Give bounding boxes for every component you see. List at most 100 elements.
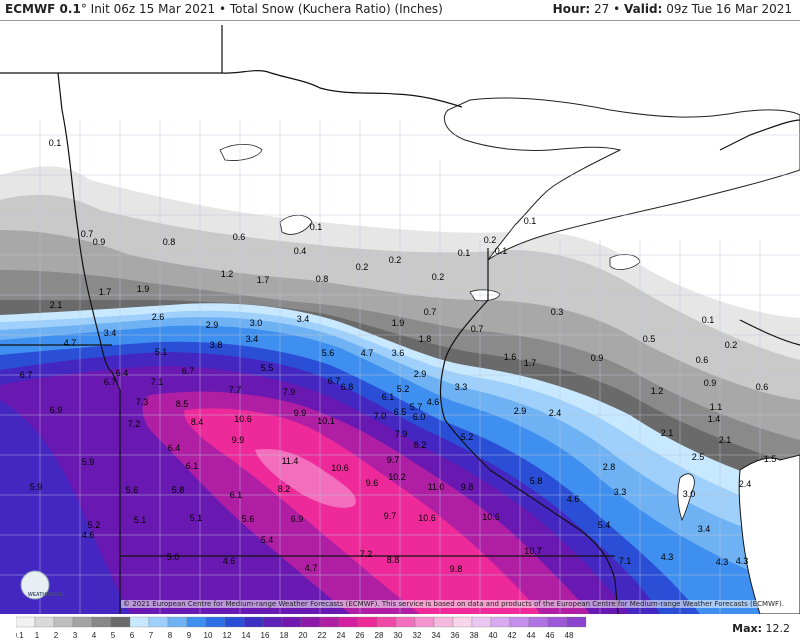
legend-tick-label: 48 (565, 631, 574, 640)
legend-swatch (433, 616, 454, 628)
snow-value-label: 5.9 (82, 457, 95, 467)
legend-swatch (528, 616, 549, 628)
snow-value-label: 6.9 (291, 514, 304, 524)
product-name: Total Snow (Kuchera Ratio) (Inches) (229, 2, 443, 16)
lake-red (219, 143, 263, 161)
legend-tick-label: 28 (375, 631, 384, 640)
legend-swatch (452, 616, 473, 628)
snow-value-label: 2.6 (152, 312, 165, 322)
snow-value-label: 5.6 (322, 348, 335, 358)
nd-mn-border (57, 72, 113, 373)
snow-value-label: 4.6 (567, 494, 580, 504)
snow-value-label: 0.1 (310, 222, 323, 232)
legend-swatch (243, 616, 264, 628)
snow-value-label: 6.7 (328, 376, 341, 386)
legend-tick-label: 12 (223, 631, 232, 640)
legend-tick-label: 18 (280, 631, 289, 640)
snow-value-label: 0.6 (696, 355, 709, 365)
legend-swatch (509, 616, 530, 628)
legend-tick-label: 26 (356, 631, 365, 640)
snow-value-label: 0.8 (163, 237, 176, 247)
snow-value-label: 6.4 (168, 443, 181, 453)
snow-value-label: 2.1 (661, 428, 674, 438)
legend-tick-label: 32 (413, 631, 422, 640)
sd-mn-border (111, 371, 121, 614)
michigan-shore (739, 319, 800, 346)
snow-value-label: 6.7 (104, 377, 117, 387)
init-time: Init 06z 15 Mar 2021 (90, 2, 216, 16)
snow-value-label: 6.1 (186, 461, 199, 471)
snow-value-label: 7.1 (151, 377, 164, 387)
legend-tick-label: 22 (318, 631, 327, 640)
legend-swatch (148, 616, 169, 628)
snow-value-label: 2.8 (603, 462, 616, 472)
snow-value-label: 8.5 (176, 399, 189, 409)
snow-value-label: 5.6 (242, 514, 255, 524)
snow-value-label: 0.9 (93, 237, 106, 247)
legend-tick-label: 7 (149, 631, 154, 640)
snow-value-label: 3.3 (455, 382, 468, 392)
valid-label: Valid: (624, 2, 663, 16)
model-name: ECMWF 0.1 (5, 2, 81, 16)
legend-bar: 0.11234567891012141618202224262830323436… (16, 616, 587, 640)
lake-michigan (738, 454, 800, 614)
legend-swatch (547, 616, 568, 628)
snow-value-label: 3.4 (297, 314, 310, 324)
snow-value-label: 0.2 (432, 272, 445, 282)
snow-value-label: 9.9 (232, 435, 245, 445)
snow-value-label: 0.9 (704, 378, 717, 388)
snow-value-label: 5.8 (530, 476, 543, 486)
snow-value-label: 8.2 (278, 484, 291, 494)
snow-value-label: 4.3 (661, 552, 674, 562)
legend-ticks: 0.11234567891012141618202224262830323436… (16, 631, 574, 640)
snow-value-label: 0.2 (725, 340, 738, 350)
snow-value-label: 0.7 (471, 324, 484, 334)
snow-value-label: 4.3 (716, 557, 729, 567)
snow-value-label: 1.2 (651, 386, 664, 396)
hour-label: Hour: (552, 2, 591, 16)
legend-swatch (110, 616, 131, 628)
snow-value-label: 9.8 (450, 564, 463, 574)
legend-tick-label: 9 (187, 631, 192, 640)
snow-value-label: 10.7 (524, 546, 542, 556)
snow-value-label: 0.1 (458, 248, 471, 258)
snow-value-label: 0.2 (484, 235, 497, 245)
snow-value-label: 9.7 (387, 455, 400, 465)
snow-value-label: 1.7 (257, 275, 270, 285)
legend-tick-label: 8 (168, 631, 173, 640)
map-header: ECMWF 0.1° Init 06z 15 Mar 2021 • Total … (0, 0, 800, 21)
snow-value-label: 4.7 (305, 563, 318, 573)
legend-tick-label: 14 (242, 631, 251, 640)
legend-tick-label: 5 (111, 631, 116, 640)
snow-value-label: 1.6 (504, 352, 517, 362)
snow-value-label: 2.9 (206, 320, 219, 330)
wi-mi-border (719, 119, 800, 151)
snow-value-label: 5.1 (190, 513, 203, 523)
legend-swatch (319, 616, 340, 628)
snow-value-label: 5.2 (88, 520, 101, 530)
lake-superior (443, 97, 800, 261)
snow-value-label: 9.8 (461, 482, 474, 492)
legend-tick-label: 42 (508, 631, 517, 640)
snow-value-label: 7.9 (283, 387, 296, 397)
legend-tick-label: 30 (394, 631, 403, 640)
snow-value-label: 5.1 (155, 347, 168, 357)
snow-value-label: 0.7 (81, 229, 94, 239)
snow-value-label: 9.9 (294, 408, 307, 418)
snow-value-label: 4.7 (64, 338, 77, 348)
snow-value-label: 10.1 (317, 416, 335, 426)
legend-swatch (34, 616, 55, 628)
snow-value-label: 0.5 (643, 334, 656, 344)
legend-tick-label: 34 (432, 631, 441, 640)
legend-swatch (471, 616, 492, 628)
lake-mille-lacs (469, 289, 501, 302)
legend-swatch (129, 616, 150, 628)
legend-tick-label: 24 (337, 631, 346, 640)
snow-value-label: 5.9 (30, 482, 43, 492)
snow-value-label: 5.1 (134, 515, 147, 525)
snow-value-label: 1.9 (392, 318, 405, 328)
snow-value-label: 6.7 (182, 366, 195, 376)
snow-value-label: 4.7 (361, 348, 374, 358)
logo-text: WEATHERBELL (28, 592, 66, 598)
snow-value-label: 0.6 (756, 382, 769, 392)
